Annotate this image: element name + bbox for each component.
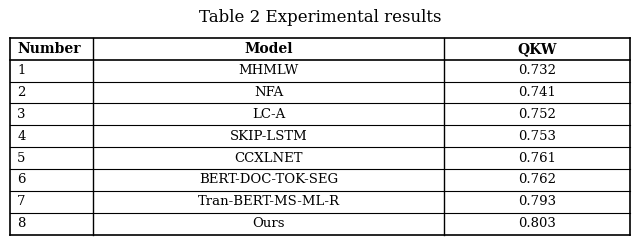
Text: NFA: NFA [254, 86, 284, 99]
Text: SKIP-LSTM: SKIP-LSTM [230, 130, 308, 143]
Text: CCXLNET: CCXLNET [234, 152, 303, 165]
Text: 0.741: 0.741 [518, 86, 556, 99]
Text: 7: 7 [17, 195, 26, 208]
Text: 6: 6 [17, 173, 26, 187]
Text: Ours: Ours [253, 217, 285, 230]
Text: Tran-BERT-MS-ML-R: Tran-BERT-MS-ML-R [198, 195, 340, 208]
Text: 4: 4 [17, 130, 26, 143]
Text: 2: 2 [17, 86, 26, 99]
Text: 0.732: 0.732 [518, 64, 556, 77]
Text: 0.752: 0.752 [518, 108, 556, 121]
Text: 0.793: 0.793 [518, 195, 556, 208]
Text: Table 2 Experimental results: Table 2 Experimental results [199, 9, 441, 27]
Text: Number: Number [17, 42, 81, 56]
Text: 3: 3 [17, 108, 26, 121]
Text: 0.761: 0.761 [518, 152, 556, 165]
Text: 0.753: 0.753 [518, 130, 556, 143]
Text: 1: 1 [17, 64, 26, 77]
Text: MHMLW: MHMLW [239, 64, 299, 77]
Text: BERT-DOC-TOK-SEG: BERT-DOC-TOK-SEG [199, 173, 339, 187]
Text: 5: 5 [17, 152, 26, 165]
Text: Model: Model [244, 42, 293, 56]
Text: QKW: QKW [518, 42, 557, 56]
Text: 0.762: 0.762 [518, 173, 556, 187]
Text: 8: 8 [17, 217, 26, 230]
Text: 0.803: 0.803 [518, 217, 556, 230]
Text: LC-A: LC-A [252, 108, 285, 121]
